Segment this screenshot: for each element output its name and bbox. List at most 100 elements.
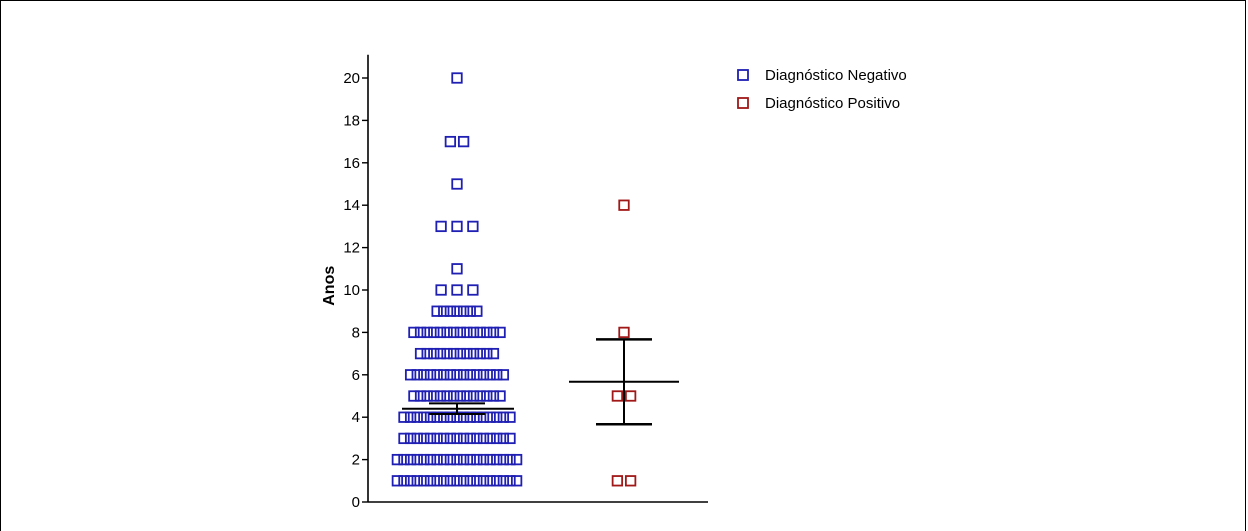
- y-tick-label: 16: [343, 155, 360, 172]
- data-point: [448, 347, 460, 360]
- y-tick-label: 10: [343, 282, 360, 299]
- data-point: [438, 305, 450, 317]
- data-point: [424, 475, 437, 487]
- data-point: [431, 411, 443, 423]
- data-point: [418, 453, 430, 466]
- data-point: [411, 475, 423, 487]
- y-tick-label: 0: [352, 494, 360, 511]
- data-point: [497, 411, 510, 423]
- data-point: [424, 411, 437, 423]
- data-point: [494, 326, 506, 339]
- data-point: [438, 432, 450, 445]
- data-point: [435, 284, 447, 296]
- data-point: [487, 347, 500, 360]
- data-point: [491, 475, 503, 487]
- y-tick-label: 6: [352, 367, 360, 384]
- data-point: [464, 432, 476, 445]
- data-point: [481, 326, 493, 339]
- data-point: [434, 390, 447, 402]
- data-point: [451, 475, 463, 487]
- data-point: [461, 326, 473, 339]
- data-point: [497, 453, 510, 466]
- data-points: [391, 72, 637, 487]
- data-point: [418, 432, 430, 445]
- data-point: [471, 453, 483, 466]
- data-point: [484, 411, 496, 423]
- data-point: [421, 390, 433, 402]
- data-point: [411, 369, 423, 381]
- data-point: [414, 347, 427, 360]
- data-point: [618, 199, 630, 211]
- data-point: [435, 220, 447, 233]
- data-point: [484, 369, 496, 381]
- data-point: [438, 475, 450, 487]
- data-point: [418, 475, 430, 487]
- data-point: [510, 453, 523, 466]
- data-point: [444, 369, 457, 381]
- data-point: [477, 453, 490, 466]
- data-point: [418, 411, 430, 423]
- data-point: [487, 326, 500, 339]
- data-point: [448, 390, 460, 402]
- data-point: [404, 369, 417, 381]
- data-point: [428, 326, 440, 339]
- data-point: [404, 432, 417, 445]
- data-point: [510, 475, 523, 487]
- summary-bars: [402, 338, 679, 426]
- data-point: [398, 432, 410, 445]
- data-point: [404, 475, 417, 487]
- data-point: [434, 347, 447, 360]
- data-point: [457, 135, 470, 148]
- y-axis: 0 2 4 6 8 10 12 14 16 18 20 Anos: [321, 54, 708, 511]
- data-point: [451, 284, 463, 296]
- data-point: [421, 326, 433, 339]
- data-point: [484, 475, 496, 487]
- y-tick-label: 4: [352, 409, 360, 426]
- data-point: [434, 326, 447, 339]
- data-point: [467, 390, 480, 402]
- data-point: [451, 305, 463, 317]
- data-point: [424, 453, 437, 466]
- data-point: [428, 390, 440, 402]
- data-point: [491, 411, 503, 423]
- y-tick-label: 8: [352, 324, 360, 341]
- data-point: [411, 411, 423, 423]
- data-point: [431, 305, 443, 317]
- data-point: [431, 369, 443, 381]
- data-point: [481, 347, 493, 360]
- data-point: [414, 326, 427, 339]
- data-point: [411, 453, 423, 466]
- data-point: [444, 432, 457, 445]
- data-point: [497, 432, 510, 445]
- y-tick-label: 18: [343, 112, 360, 129]
- y-tick-label: 20: [343, 70, 360, 87]
- data-point: [457, 475, 470, 487]
- data-point: [457, 411, 470, 423]
- data-point: [391, 453, 404, 466]
- data-point: [618, 326, 630, 339]
- data-point: [491, 432, 503, 445]
- data-point: [418, 369, 430, 381]
- data-point: [448, 326, 460, 339]
- data-point: [438, 453, 450, 466]
- data-point: [471, 432, 483, 445]
- data-point: [504, 432, 516, 445]
- data-point: [404, 411, 417, 423]
- legend-label: Diagnóstico Negativo: [765, 67, 907, 84]
- data-point: [464, 475, 476, 487]
- data-point: [438, 411, 450, 423]
- data-point: [471, 411, 483, 423]
- data-point: [624, 390, 637, 402]
- data-point: [441, 390, 453, 402]
- data-point: [497, 475, 510, 487]
- data-point: [477, 432, 490, 445]
- data-point: [398, 453, 410, 466]
- legend-marker: [737, 69, 749, 81]
- data-point: [421, 347, 433, 360]
- data-point: [504, 453, 516, 466]
- data-point: [451, 453, 463, 466]
- data-point: [481, 390, 493, 402]
- data-point: [451, 369, 463, 381]
- data-point: [484, 432, 496, 445]
- data-point: [457, 369, 470, 381]
